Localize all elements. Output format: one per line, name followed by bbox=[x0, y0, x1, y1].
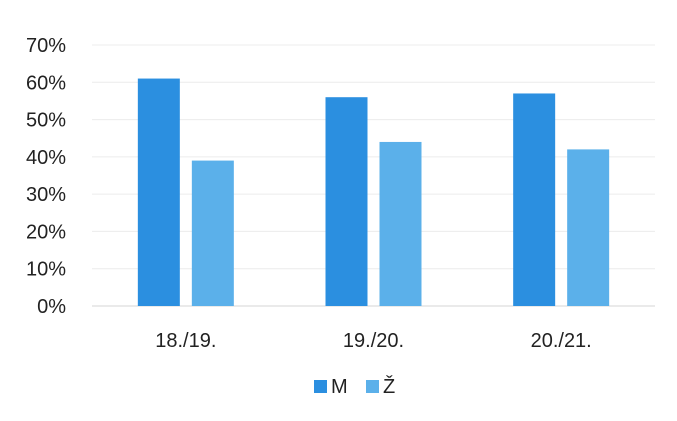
legend-label-z: Ž bbox=[383, 375, 395, 398]
legend-swatch-z bbox=[366, 380, 379, 393]
y-tick-label: 40% bbox=[26, 147, 66, 169]
bar-z-0 bbox=[191, 160, 234, 306]
y-tick-label: 50% bbox=[26, 110, 66, 132]
y-tick-label: 20% bbox=[26, 221, 66, 243]
y-axis-ticks: 0% 10% 20% 30% 40% 50% 60% 70% bbox=[26, 35, 66, 318]
x-category-label: 19./20. bbox=[343, 330, 404, 352]
y-tick-label: 60% bbox=[26, 72, 66, 94]
bar-z-1 bbox=[379, 141, 422, 306]
bar-m-0 bbox=[137, 78, 180, 306]
x-category-label: 18./19. bbox=[155, 330, 216, 352]
bar-z-2 bbox=[567, 149, 610, 306]
legend-label-m: M bbox=[331, 376, 348, 398]
x-category-label: 20./21. bbox=[531, 330, 592, 352]
bar-m-1 bbox=[325, 97, 368, 306]
gridlines bbox=[92, 44, 655, 307]
legend-swatch-m bbox=[314, 380, 327, 393]
y-tick-label: 30% bbox=[26, 184, 66, 206]
bars bbox=[137, 78, 610, 306]
x-axis-categories: 18./19. 19./20. 20./21. bbox=[155, 330, 592, 352]
y-tick-label: 70% bbox=[26, 35, 66, 57]
y-tick-label: 0% bbox=[37, 296, 66, 318]
y-tick-label: 10% bbox=[26, 259, 66, 281]
bar-m-2 bbox=[513, 93, 556, 306]
